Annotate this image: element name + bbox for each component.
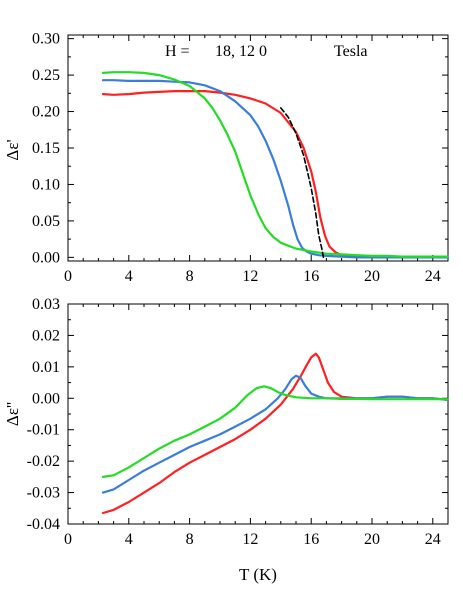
field-values: 18, 12 0 — [215, 43, 267, 60]
fit-curve — [279, 107, 325, 259]
x-tick-label: 0 — [64, 531, 72, 548]
y-tick-label: 0.03 — [32, 296, 60, 313]
y-tick-label: 0.01 — [32, 359, 60, 376]
y-tick-label: 0.25 — [32, 67, 60, 84]
top-y-axis-label: Δε' — [3, 139, 22, 160]
series-line-2 — [101, 71, 450, 258]
y-tick-label: -0.04 — [27, 516, 60, 533]
x-axis-label: T (K) — [239, 565, 277, 584]
y-tick-label: 0.15 — [32, 140, 60, 157]
top-panel-delta-eps-real: 0 4 8 12 16 20 240.000.050.100.150.200.250.30 … — [3, 31, 450, 285]
x-tick-label: 12 — [242, 531, 258, 548]
y-tick-label: 0.00 — [32, 390, 60, 407]
series-line-1 — [101, 79, 450, 259]
y-tick-label: -0.01 — [27, 422, 60, 439]
bottom-y-axis-label: Δε'' — [3, 402, 22, 426]
x-tick-label: 20 — [364, 268, 380, 285]
x-tick-label: 8 — [186, 268, 194, 285]
series-line-0 — [101, 89, 450, 259]
x-tick-label: 12 — [242, 268, 258, 285]
y-tick-label: 0.30 — [32, 31, 60, 48]
x-tick-label: 8 — [186, 531, 194, 548]
series-line-0 — [101, 352, 450, 515]
x-tick-label: 20 — [364, 531, 380, 548]
bottom-panel-delta-eps-imag: 0 4 8 12 16 20 24 -0.04 -0.03 -0.02 -0.01 0.00 0.01 0… — [3, 296, 450, 584]
series-line-2 — [101, 385, 450, 478]
x-tick-label: 16 — [303, 531, 319, 548]
x-tick-label: 24 — [425, 531, 441, 548]
y-tick-label: 0.02 — [32, 327, 60, 344]
x-tick-label: 24 — [425, 268, 441, 285]
y-tick-label: 0.10 — [32, 176, 60, 193]
field-unit: Tesla — [334, 43, 368, 60]
series-line-1 — [101, 374, 450, 494]
x-tick-label: 4 — [125, 268, 133, 285]
y-tick-label: -0.02 — [27, 453, 60, 470]
y-tick-label: 0.00 — [32, 249, 60, 266]
x-tick-label: 4 — [125, 531, 133, 548]
x-tick-label: 0 — [64, 268, 72, 285]
x-tick-label: 16 — [303, 268, 319, 285]
field-label: H = — [165, 43, 190, 60]
y-tick-label: 0.20 — [32, 104, 60, 121]
top-plot-frame — [67, 34, 449, 262]
y-tick-label: 0.05 — [32, 213, 60, 230]
y-tick-label: -0.03 — [27, 485, 60, 502]
